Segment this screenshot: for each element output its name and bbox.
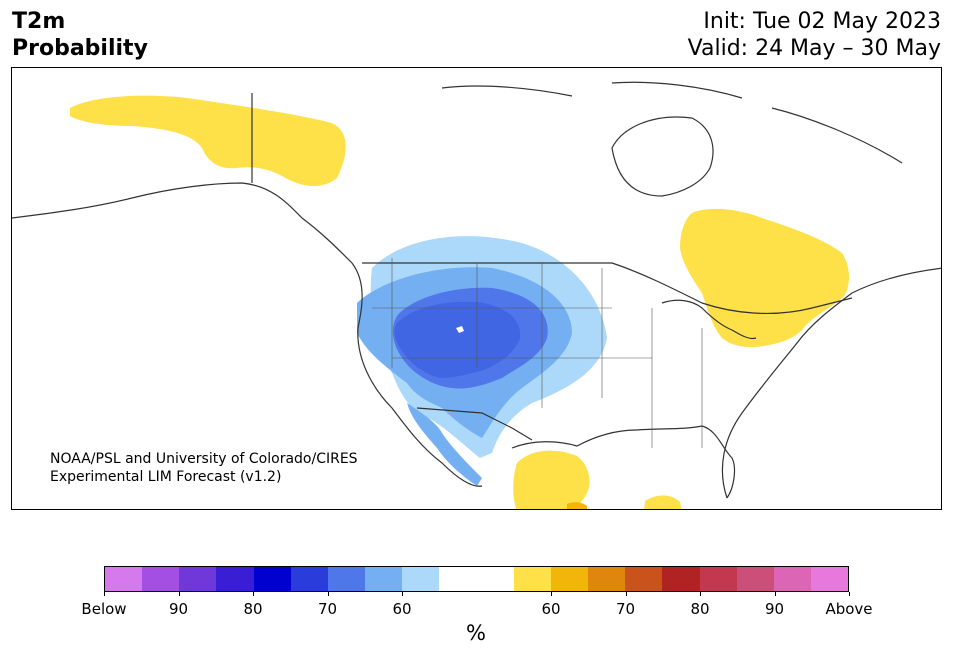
colorbar-tick-mark [402,592,403,596]
us-canada-border [362,262,853,315]
colorbar-segment-2 [179,567,217,591]
colorbar-tick-mark [849,592,850,596]
colorbar-segment-4 [253,567,291,591]
colorbar-tick-label: 60 [392,600,412,618]
colorbar-segment-13 [588,567,626,591]
plot-title-left: T2m Probability [12,8,148,62]
init-date-label: Init: Tue 02 May 2023 [703,9,941,34]
colorbar-segment-10 [476,567,514,591]
credit-line-2: Experimental LIM Forecast (v1.2) [50,469,282,485]
above-70-mexico [567,502,587,509]
colorbar-segment-19 [810,567,849,591]
colorbar-tick-mark [625,592,627,596]
colorbar-segment-6 [327,567,366,591]
us-mexico-border [416,407,533,441]
above-60-greatlakes [680,208,849,348]
colorbar-segment-7 [365,567,403,591]
colorbar-segment-18 [773,567,811,591]
valid-range-label: Valid: 24 May – 30 May [687,36,941,61]
colorbar [104,566,849,592]
credit-text: NOAA/PSL and University of Colorado/CIRE… [50,450,358,486]
colorbar-unit-label: % [466,621,486,645]
colorbar-tick-mark [774,592,776,596]
colorbar-tick-mark [178,592,180,596]
below-90-area [394,301,521,378]
coastlines [12,81,941,499]
above-60-yucatan [644,495,682,509]
above-60-mexico [513,450,590,509]
colorbar-tick-label: 90 [168,600,189,618]
colorbar-tick-mark [104,592,105,596]
colorbar-segment-11 [513,567,551,591]
colorbar-tick-label: Above [825,600,873,618]
gulf-coast-line [511,425,736,499]
colorbar-segment-16 [699,567,737,591]
colorbar-segment-5 [290,567,328,591]
variable-title: T2m [12,9,66,34]
variable-subtitle: Probability [12,36,148,61]
below-70-baja [407,403,482,486]
colorbar-segment-15 [662,567,700,591]
colorbar-tick-label: 80 [243,600,263,618]
colorbar-tick-label: 70 [317,600,338,618]
colorbar-segment-14 [625,567,663,591]
colorbar-segment-1 [142,567,180,591]
colorbar-tick-label: 80 [690,600,710,618]
above-60-alaska [70,95,346,187]
west-coast-line [12,182,483,487]
great-lakes [661,299,757,340]
colorbar-tick-mark [551,592,552,596]
map-canvas [12,81,941,509]
colorbar-tick-mark [327,592,329,596]
credit-line-1: NOAA/PSL and University of Colorado/CIRE… [50,451,358,467]
colorbar-segment-8 [402,567,440,591]
colorbar-tick-label: 90 [764,600,785,618]
colorbar-tick-label: 60 [541,600,561,618]
colorbar-segment-3 [216,567,254,591]
colorbar-segment-17 [736,567,774,591]
forecast-map: NOAA/PSL and University of Colorado/CIRE… [11,67,942,510]
colorbar-segment-9 [439,567,477,591]
colorbar-segment-12 [550,567,589,591]
colorbar-segment-0 [105,567,143,591]
colorbar-tick-label: 70 [615,600,636,618]
colorbar-tick-label: Below [81,600,127,618]
east-coast-line [721,267,941,499]
colorbar-tick-mark [700,592,701,596]
hudson-bay-line [611,116,714,197]
state-borders [372,258,703,448]
plot-title-right: Init: Tue 02 May 2023 Valid: 24 May – 30… [688,8,941,62]
arctic-islands [441,81,903,164]
lake-patch [456,326,464,333]
colorbar-tick-mark [253,592,254,596]
